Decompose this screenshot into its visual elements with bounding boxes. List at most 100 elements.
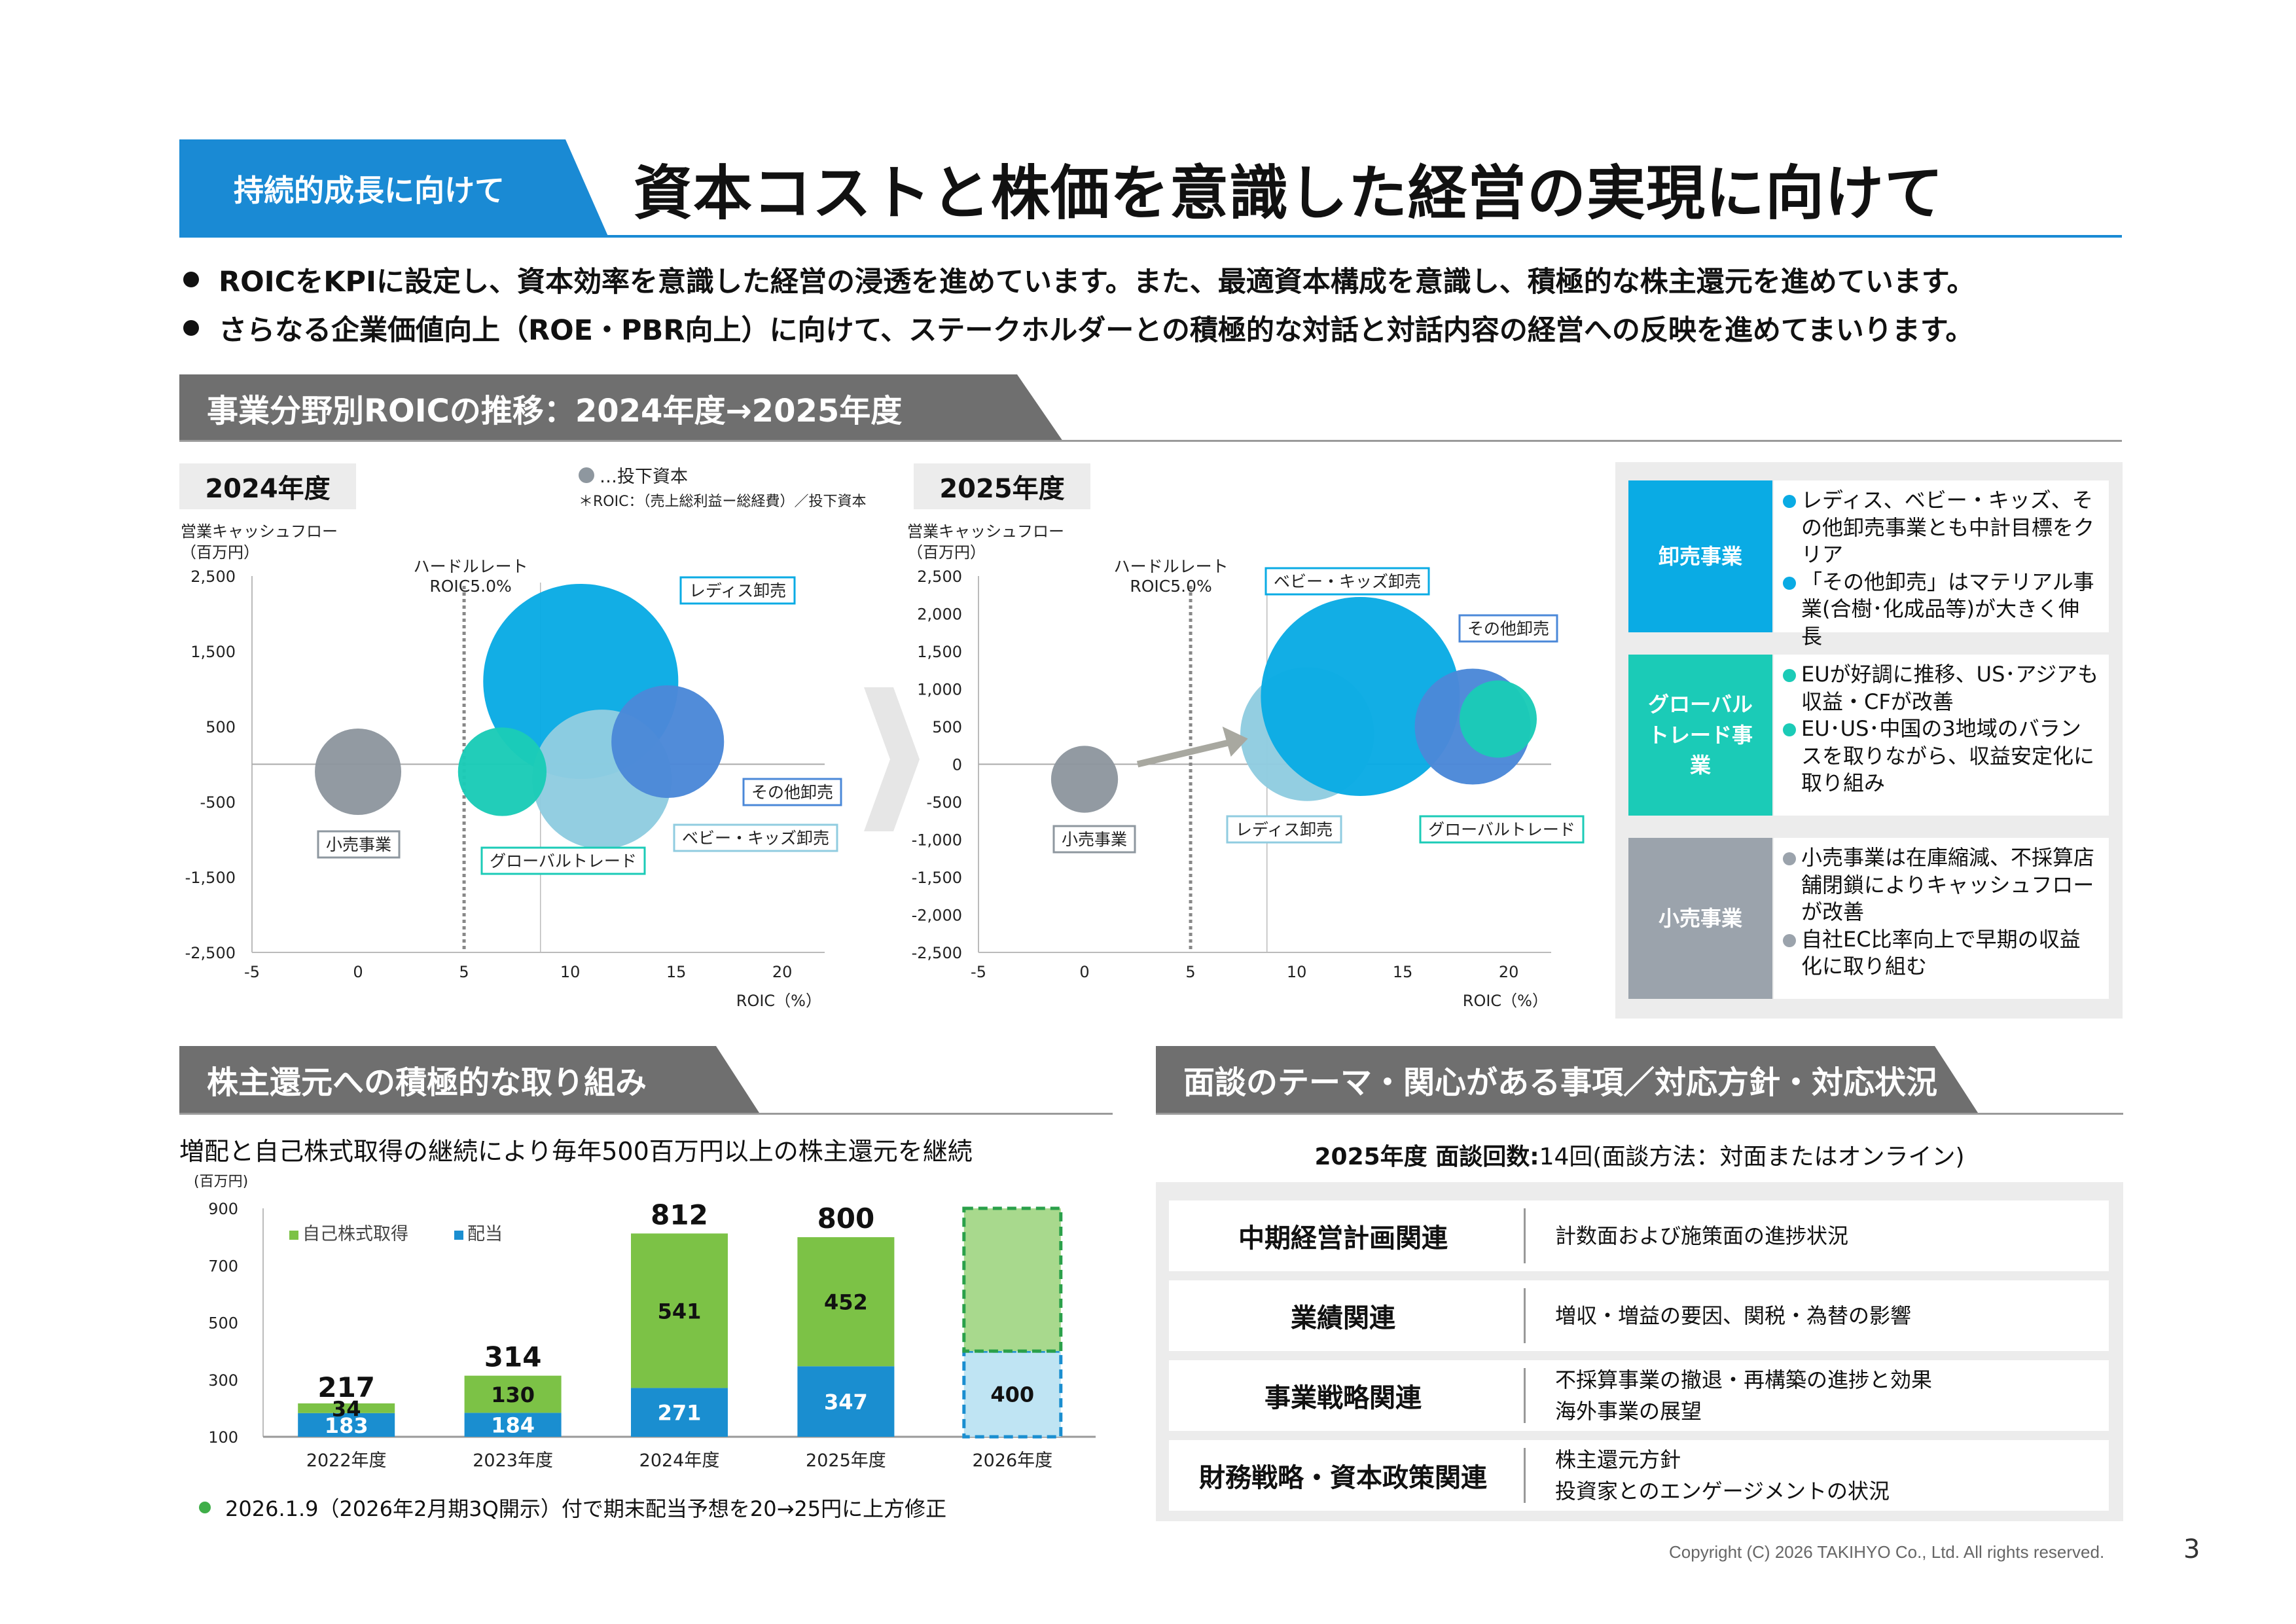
bar-buyback (797, 1237, 895, 1367)
chart-2024-title: 2024年度 (179, 463, 356, 509)
segment-item: 小売事業は在庫縮減、不採算店舗閉鎖によりキャッシュフローが改善 (1783, 844, 2100, 926)
y-tick-label: -500 (200, 793, 236, 812)
x-tick-label: 20 (772, 963, 793, 981)
bubble-label-text: グローバルトレード (490, 852, 637, 871)
meeting-category: 財務戦略・資本政策関連 (1199, 1463, 1487, 1493)
y-axis-unit: （百万円） (181, 543, 259, 562)
bubble-label-text: レディス卸売 (1236, 820, 1333, 839)
bullet-text: ROICをKPIに設定し、資本効率を意識した経営の浸透を進めています。また、最適… (219, 266, 1975, 298)
bubble-label: 小売事業 (1052, 825, 1136, 854)
bullet-dot (183, 272, 199, 287)
meeting-section-title: 面談のテーマ・関心がある事項／対応方針・対応状況 (1156, 1046, 1978, 1113)
header-divider (179, 235, 2122, 238)
bubble-label-box (1265, 567, 1430, 596)
y-tick-label: 2,500 (190, 568, 236, 586)
x-tick-label: 5 (1185, 963, 1195, 981)
legend-buyback-swatch (289, 1231, 298, 1240)
bullet-text: さらなる企業価値向上（ROE・PBR向上）に向けて、ステークホルダーとの積極的な… (219, 314, 1974, 347)
y-tick-label: 900 (208, 1200, 238, 1218)
y-tick-label: 0 (952, 756, 962, 774)
bubble-1 (1261, 597, 1460, 796)
shareholder-subtitle: 増配と自己株式取得の継続により毎年500百万円以上の株主還元を継続 (179, 1137, 973, 1166)
shareholder-section-divider (179, 1113, 1113, 1115)
y-tick-label: 500 (208, 1314, 238, 1333)
y-tick-label: -1,500 (912, 869, 962, 887)
y-axis-label: 営業キャッシュフロー (907, 522, 1064, 541)
bar-buyback-label: 130 (491, 1382, 535, 1407)
bubble-4 (611, 685, 725, 799)
bar-dividend-label: 400 (990, 1382, 1034, 1407)
bubble-4 (1459, 680, 1537, 758)
meeting-count-value: 14回(面談方法：対面またはオンライン) (1539, 1144, 1965, 1170)
bubble-label: ベビー・キッズ卸売 (673, 823, 838, 852)
meeting-count-label: 2025年度 面談回数: (1314, 1144, 1539, 1170)
x-tick-label: -5 (244, 963, 260, 981)
bubble-label: グローバルトレード (480, 846, 646, 875)
bar-total-label: 800 (817, 1202, 875, 1235)
bubble-label: その他卸売 (742, 778, 842, 806)
x-tick-label: 5 (459, 963, 469, 981)
copyright: Copyright (C) 2026 TAKIHYO Co., Ltd. All… (1669, 1542, 2105, 1562)
bullet-dot (183, 320, 199, 336)
bar-dividend (797, 1366, 895, 1437)
y-tick-label: 1,500 (917, 643, 962, 661)
page-number: 3 (2183, 1534, 2200, 1564)
bubble-label-box (1226, 815, 1342, 844)
bar-buyback (631, 1233, 728, 1388)
segment-bullet-icon (1783, 495, 1796, 508)
bar-forecast-buyback (962, 1206, 1063, 1353)
meeting-category: 事業戦略関連 (1265, 1383, 1422, 1413)
x-axis-label: ROIC（%） (736, 992, 821, 1010)
bubble-1 (457, 727, 547, 816)
meeting-detail: 計数面および施策面の進捗状況 (1555, 1223, 1849, 1248)
page-title: 資本コストと株価を意識した経営の実現に向けて (634, 159, 1944, 228)
segment-text-global: EUが好調に推移、US･アジアも収益・CFが改善 EU･US･中国の3地域のバラ… (1774, 655, 2109, 816)
segment-item: 「その他卸売」はマテリアル事業(合樹･化成品等)が大きく伸長 (1783, 569, 2100, 651)
bubble-0 (1050, 746, 1119, 813)
bubble-label: レディス卸売 (1226, 815, 1342, 844)
meeting-detail: 不採算事業の撤退・再構築の進捗と効果 海外事業の展望 (1555, 1367, 1933, 1424)
meeting-row: 財務戦略・資本政策関連 株主還元方針 投資家とのエンゲージメントの状況 (1169, 1440, 2109, 1511)
bubble-label-box (480, 846, 646, 875)
y-tick-label: -2,500 (185, 944, 236, 962)
hurdle-label: ハードルレート (414, 557, 528, 576)
segment-item: EU･US･中国の3地域のバランスを取りながら、収益安定化に取り組み (1783, 715, 2100, 797)
meeting-separator (1524, 1208, 1526, 1263)
bubble-chart-2024: 2,500 1,500 500 -500 -1,500 -2,500 -5 0 5 10 15 20 営… (181, 522, 842, 1010)
segment-label-global: グローバルトレード事業 (1628, 655, 1772, 816)
bullet-1: ROICをKPIに設定し、資本効率を意識した経営の浸透を進めています。また、最適… (183, 259, 1975, 300)
x-tick-label: 2023年度 (473, 1451, 553, 1471)
y-tick-label: 2,000 (917, 605, 962, 624)
x-tick-label: 2022年度 (306, 1451, 387, 1471)
bar-dividend-label: 347 (824, 1390, 868, 1415)
y-tick-label: 100 (208, 1428, 238, 1447)
meeting-separator (1524, 1448, 1526, 1503)
dividend-revision-note: 2026.1.9（2026年2月期3Q開示）付で期末配当予想を20→25円に上方… (199, 1492, 946, 1523)
header-tag-background (179, 139, 609, 238)
bubble-label-box (679, 576, 796, 605)
hurdle-label: ROIC5.0% (429, 577, 511, 596)
x-tick-label: 0 (1079, 963, 1089, 981)
bubble-label-box (317, 830, 401, 859)
y-tick-label: 1,500 (190, 643, 236, 661)
bubble-label-box (673, 823, 838, 852)
segment-bullet-icon (1783, 576, 1796, 590)
y-tick-label: -2,500 (912, 944, 962, 962)
y-tick-label: -1,500 (185, 869, 236, 887)
improvement-arrowhead-icon (1222, 727, 1248, 757)
bubble-chart-2025: 2,500 2,000 1,500 1,000 500 0 -500 -1,000 -1,500… (907, 522, 1585, 1010)
bar-buyback-label: 452 (824, 1290, 868, 1315)
bubble-label: レディス卸売 (679, 576, 796, 605)
x-tick-label: 0 (353, 963, 363, 981)
bubble-label-text: 小売事業 (326, 835, 391, 854)
hurdle-label: ハードルレート (1114, 557, 1229, 576)
legend-dividend-swatch (454, 1231, 463, 1240)
hurdle-label: ROIC5.0% (1130, 577, 1211, 596)
note-bullet-icon (199, 1502, 211, 1513)
y-tick-label: -1,000 (912, 831, 962, 850)
segment-label-retail: 小売事業 (1628, 838, 1772, 999)
bubble-label-text: ベビー・キッズ卸売 (682, 829, 829, 848)
bubble-label-text: ベビー・キッズ卸売 (1274, 572, 1421, 591)
meeting-section-divider (1156, 1113, 2123, 1115)
legend-buyback-label: 自己株式取得 (302, 1224, 408, 1244)
